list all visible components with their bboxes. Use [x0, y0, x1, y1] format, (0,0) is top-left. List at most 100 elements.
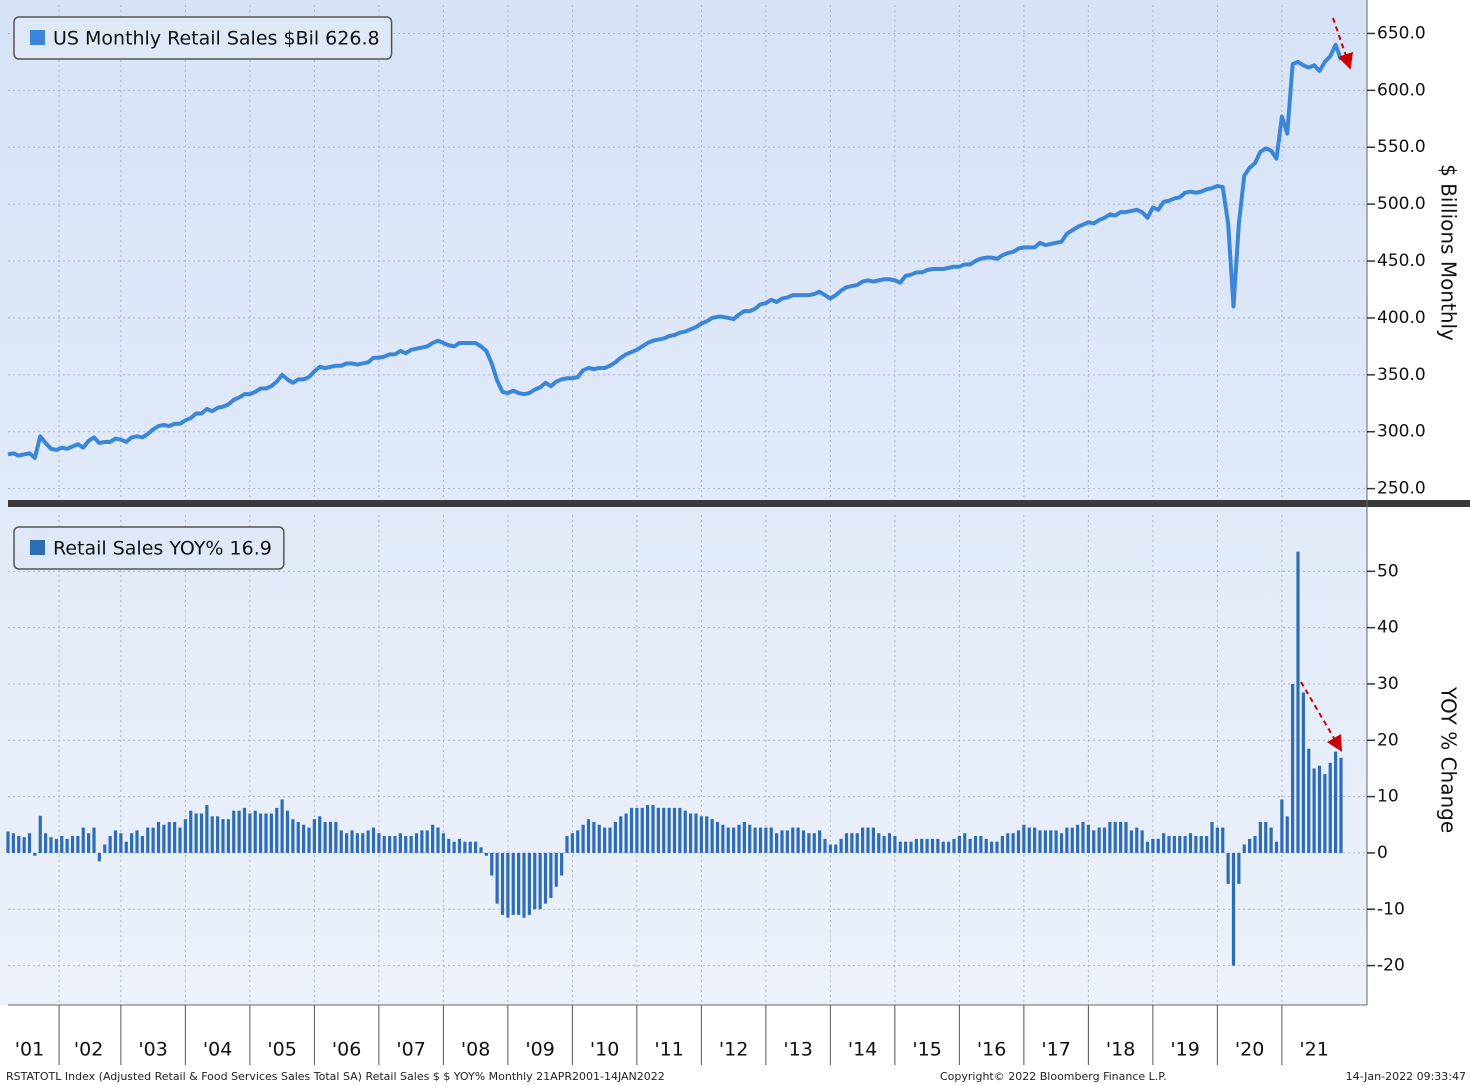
bar	[328, 821, 333, 853]
bar	[533, 852, 537, 910]
bar	[1065, 827, 1069, 853]
y-tick-label: 30	[1377, 674, 1399, 694]
bar	[619, 816, 623, 853]
bar	[909, 841, 913, 853]
y-tick-label: 50	[1377, 561, 1399, 581]
bar	[1317, 765, 1322, 853]
bar	[1022, 824, 1026, 853]
bar	[11, 833, 15, 853]
y-tick-label: 10	[1377, 787, 1399, 807]
bar	[1172, 836, 1176, 853]
bar	[275, 807, 279, 853]
bar	[398, 833, 402, 853]
bar	[441, 833, 445, 853]
x-tick-label: '12	[719, 1039, 748, 1061]
bar	[984, 838, 988, 853]
legend-box	[13, 526, 285, 570]
bar	[748, 824, 752, 853]
bar	[259, 813, 263, 853]
bar	[162, 824, 166, 853]
bar	[543, 852, 548, 904]
bar	[560, 852, 564, 876]
bar	[1167, 836, 1171, 853]
bar	[146, 827, 150, 853]
bar	[801, 830, 806, 853]
bar	[603, 827, 607, 853]
x-tick-label: '01	[15, 1039, 44, 1061]
bar	[1237, 852, 1241, 884]
y-tick-label: 40	[1377, 618, 1399, 638]
bar	[232, 810, 236, 853]
x-tick-label: '19	[1170, 1039, 1199, 1061]
bar	[850, 833, 854, 853]
bar	[22, 837, 26, 853]
legend: Retail Sales YOY% 16.9	[13, 526, 285, 570]
bar	[737, 824, 741, 853]
bar	[318, 816, 322, 853]
bar	[1301, 692, 1305, 853]
bar	[1280, 799, 1284, 853]
y-tick-label: 0	[1377, 843, 1388, 863]
bar	[549, 852, 553, 898]
bar	[715, 821, 720, 853]
bar	[1033, 827, 1037, 853]
bar	[678, 807, 682, 853]
bar	[576, 830, 580, 853]
bar	[973, 836, 978, 853]
bar	[823, 838, 827, 853]
bar	[323, 821, 327, 853]
bar	[178, 827, 182, 853]
y-tick-label: 550.0	[1377, 137, 1426, 157]
bar	[656, 807, 660, 853]
bar	[1226, 852, 1230, 884]
bar	[613, 821, 617, 853]
bar	[522, 852, 526, 918]
bar	[877, 833, 881, 853]
bar	[1339, 757, 1343, 853]
bar	[355, 833, 359, 853]
bar	[963, 833, 967, 853]
bar	[420, 830, 424, 853]
bar	[65, 838, 69, 853]
bar	[409, 836, 413, 853]
bar	[108, 836, 112, 853]
bar	[205, 805, 209, 853]
legend-box	[13, 16, 393, 60]
bar	[1006, 833, 1010, 853]
x-tick-label: '11	[654, 1039, 683, 1061]
bar	[1038, 830, 1042, 853]
bar	[565, 836, 569, 853]
y-tick-label: 350.0	[1377, 365, 1426, 385]
bar	[818, 830, 822, 853]
bar	[119, 833, 123, 853]
bar	[887, 833, 892, 853]
bar	[302, 824, 306, 853]
x-tick-label: '16	[977, 1039, 1006, 1061]
bar	[33, 852, 37, 856]
bar	[990, 841, 994, 853]
bar	[608, 827, 612, 853]
bar	[1253, 836, 1257, 853]
bar	[732, 827, 736, 853]
bar	[882, 836, 886, 853]
bar	[1129, 830, 1133, 853]
bar	[957, 836, 961, 853]
bar	[264, 813, 268, 853]
y-tick-label: 500.0	[1377, 194, 1426, 214]
bar	[1188, 833, 1193, 853]
bar	[1269, 827, 1273, 853]
bar	[672, 807, 677, 853]
legend-label: Retail Sales YOY% 16.9	[53, 538, 272, 560]
bar	[38, 815, 42, 853]
bar	[769, 827, 773, 853]
bar	[952, 838, 956, 853]
bar	[1291, 683, 1295, 853]
bar	[226, 819, 230, 853]
bar	[44, 833, 48, 853]
bar	[742, 821, 746, 853]
bar	[527, 852, 531, 915]
y-tick-label: 20	[1377, 730, 1399, 750]
bar	[97, 852, 101, 862]
y-axis-title: $ Billions Monthly	[1437, 164, 1461, 341]
bar	[167, 821, 171, 853]
